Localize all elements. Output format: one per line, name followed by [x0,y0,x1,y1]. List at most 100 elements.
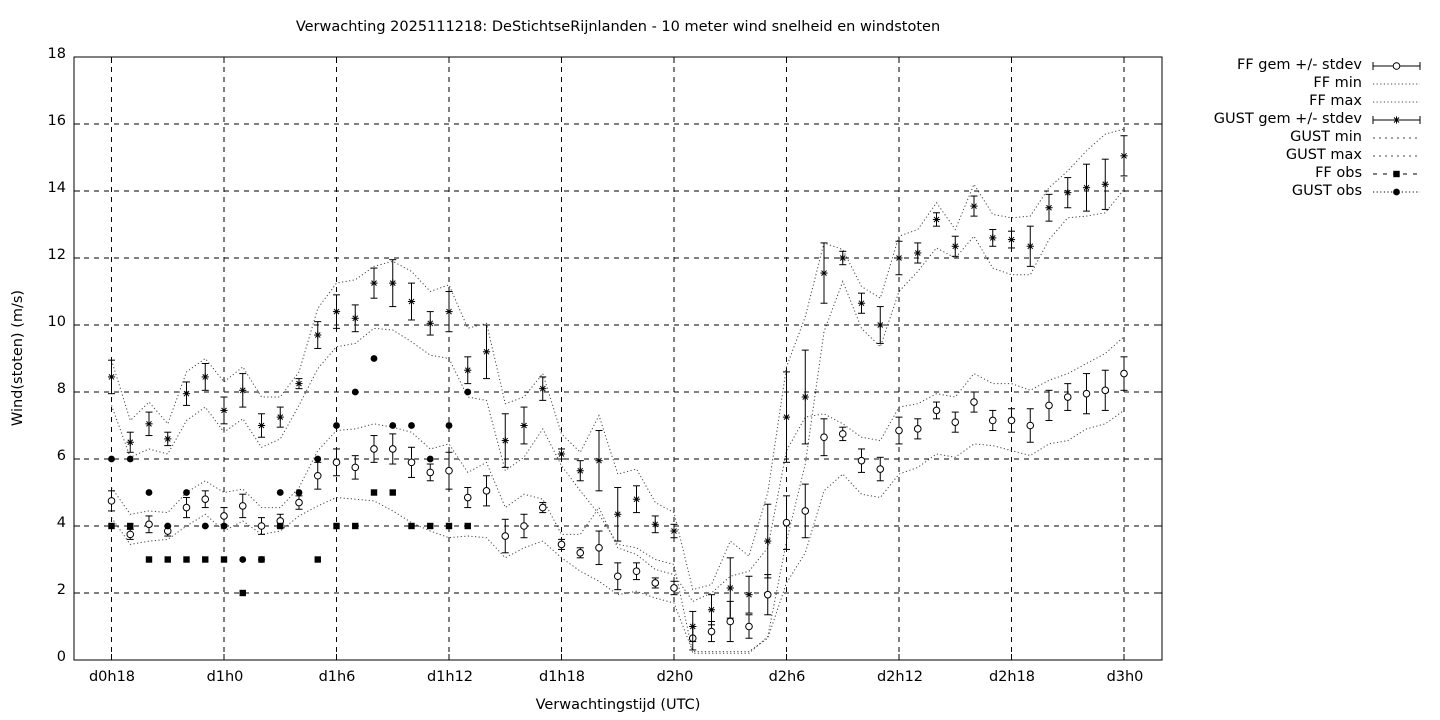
gust-mean-point [801,393,809,401]
gust-mean-point [651,520,659,528]
min-max-lines [111,128,1125,654]
legend-sample-gust-mean-marker [1392,116,1401,124]
ff-mean-point [1101,386,1110,395]
ff-mean-point [557,540,566,549]
ff-mean-point [670,584,678,592]
ff-mean-point [501,532,510,540]
gust-obs-point [351,388,359,396]
legend-sample-ff-obs-marker [1393,170,1400,178]
gust-mean-point [782,413,791,421]
gust-obs-point [314,455,322,463]
x-tick-label: d0h18 [88,669,136,685]
ff-mean-point [876,465,885,473]
ff-mean-point [595,543,603,552]
gust-obs-point [183,489,190,496]
legend-samples [1372,62,1421,196]
ff-mean-point [370,445,378,453]
chart-title: Verwachting 2025111218: DeStichtseRijnla… [295,19,941,35]
gust-mean-point [464,366,472,374]
ff-obs-point [333,522,340,530]
gust-mean-point [351,314,359,322]
ff-obs-point [427,522,434,530]
gust-obs-point [276,489,284,496]
plot-frame [73,56,1163,661]
legend-entry-ff-obs: FF obs [1315,165,1362,181]
ff-mean-point [932,406,941,415]
y-tick-label: 8 [56,381,66,397]
gust-mean-point [857,299,866,307]
gust-mean-point [820,269,828,277]
ff-max-line [111,336,1125,603]
ff-obs-point [408,522,415,530]
gust-obs-point [239,556,247,563]
ff-mean-point [145,520,153,529]
gust-mean-point [182,390,191,398]
gust-mean-point [520,421,528,430]
ff-obs-point [164,556,171,563]
x-tick-label: d1h12 [426,669,474,685]
gust-mean-point [1082,184,1091,192]
ff-obs-point [352,522,359,530]
ff-mean-point [651,579,660,587]
ff-mean-point [220,512,228,520]
ff-mean-point [801,507,810,515]
ff-mean-point [1082,389,1091,398]
ff-mean-point [332,458,341,467]
ff-obs-point [183,556,190,563]
ff-mean-point [445,466,453,475]
gust-mean-point [1120,152,1128,160]
ff-obs-point [389,489,396,496]
gust-mean-point [970,202,978,210]
legend-entry-gust-mean: GUST gem +/- stdev [1213,111,1362,127]
x-tick-label: d2h18 [988,669,1036,685]
ff-mean-point [576,549,585,557]
ff-mean-point [407,458,416,467]
y-tick-label: 18 [47,46,66,62]
ff-mean-point [182,503,191,512]
y-axis-label: Wind(stoten) (m/s) [10,289,26,427]
gust-mean-point [239,386,247,394]
x-tick-label: d2h0 [656,669,694,685]
ff-mean-point [1063,393,1072,401]
gust-mean-point [389,279,397,287]
gust-mean-point [314,331,322,339]
ff-mean-point [857,456,866,465]
ff-mean-point [388,445,397,453]
gust-mean-point [501,436,509,445]
ff-mean-point [820,433,828,442]
gust-mean-point [914,249,922,257]
ff-obs-point [220,556,228,563]
ff-obs-point [108,522,115,530]
x-tick-label: d1h6 [318,669,356,685]
gust-mean-point [1064,189,1072,197]
ff-mean-point [538,503,547,512]
ff-mean-point [782,518,791,527]
gust-obs-point [408,422,415,429]
ff-mean-point [351,463,360,472]
y-tick-label: 16 [47,113,66,129]
ff-mean-point [913,425,922,433]
gust-mean-point [295,380,303,388]
y-tick-label: 10 [47,314,66,330]
gust-mean-point [482,348,491,356]
ff-mean-point [632,567,641,576]
axis-ticks [74,56,1162,661]
gust-mean-point [164,435,172,443]
ff-mean-point [745,622,753,631]
gust-mean-point [689,622,697,631]
gust-mean-point [539,385,547,393]
gust-mean-point [257,421,266,430]
gust-obs-point [164,522,172,530]
ff-mean-point [201,495,210,504]
gust-mean-point [932,215,941,224]
x-axis-label: Verwachtingstijd (UTC) [535,697,701,713]
gust-mean-point [126,438,134,446]
ff-mean-point [520,522,528,530]
ff-obs-point [145,556,153,563]
ff-mean-point [1045,401,1053,410]
y-tick-label: 12 [47,247,66,263]
ff-mean-point [951,418,960,426]
ff-mean-point [238,502,247,510]
x-tick-label: d1h18 [538,669,586,685]
ff-mean-point [613,572,622,581]
